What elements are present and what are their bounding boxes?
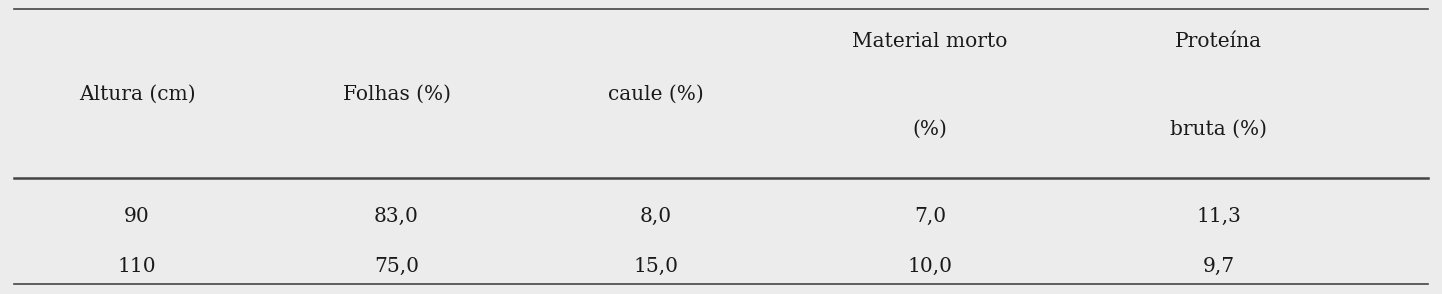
Text: Proteína: Proteína	[1175, 32, 1262, 51]
Text: 15,0: 15,0	[633, 257, 679, 275]
Text: Material morto: Material morto	[852, 32, 1008, 51]
Text: 10,0: 10,0	[907, 257, 953, 275]
Text: 11,3: 11,3	[1195, 207, 1242, 225]
Text: 110: 110	[118, 257, 156, 275]
Text: (%): (%)	[913, 120, 947, 139]
Text: 8,0: 8,0	[640, 207, 672, 225]
Text: 75,0: 75,0	[373, 257, 420, 275]
Text: Altura (cm): Altura (cm)	[79, 85, 195, 103]
Text: 9,7: 9,7	[1203, 257, 1234, 275]
Text: bruta (%): bruta (%)	[1169, 120, 1268, 139]
Text: 83,0: 83,0	[373, 207, 420, 225]
Text: 7,0: 7,0	[914, 207, 946, 225]
Text: Folhas (%): Folhas (%)	[343, 85, 450, 103]
Text: caule (%): caule (%)	[609, 85, 704, 103]
Text: 90: 90	[124, 207, 150, 225]
